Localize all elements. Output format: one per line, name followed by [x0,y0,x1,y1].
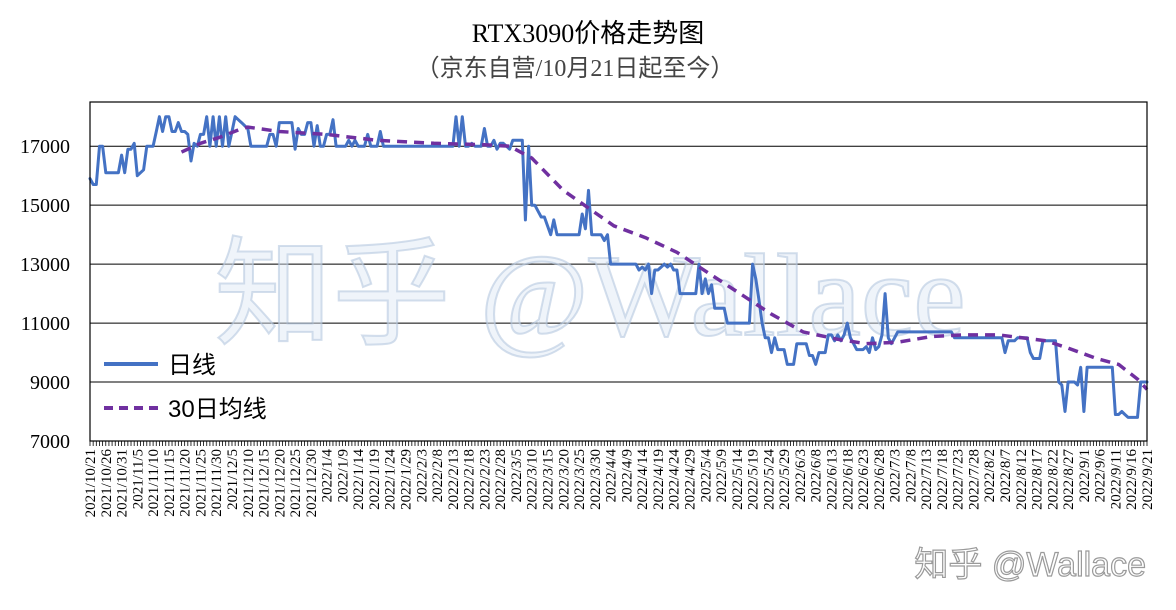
x-tick-label: 2022/3/5 [509,449,525,502]
y-tick-label: 9000 [30,372,70,394]
chart-subtitle: （京东自营/10月21日起至今） [416,55,735,82]
x-tick-label: 2022/9/16 [1124,449,1140,510]
x-tick-label: 2022/4/14 [635,449,651,510]
legend-label-daily: 日线 [168,352,216,379]
x-tick-label: 2022/5/19 [746,449,762,510]
x-tick-label: 2022/7/18 [935,449,951,510]
x-tick-label: 2022/2/8 [430,449,446,502]
x-tick-label: 2022/5/9 [714,449,730,502]
y-tick-label: 7000 [30,431,70,453]
x-tick-label: 2022/8/7 [998,449,1014,503]
x-tick-label: 2022/5/24 [761,449,777,510]
x-tick-label: 2022/4/4 [604,449,620,503]
x-tick-label: 2021/11/15 [162,449,178,517]
series-line-ma30 [180,125,1149,391]
x-tick-label: 2022/3/30 [588,449,604,510]
x-tick-label: 2022/7/8 [903,449,919,502]
x-tick-label: 2022/2/18 [462,449,478,510]
x-tick-label: 2021/12/25 [288,449,304,517]
x-tick-label: 2022/8/17 [1030,449,1046,510]
x-tick-label: 2022/4/29 [682,449,698,510]
x-tick-label: 2022/5/4 [698,449,714,503]
x-tick-label: 2021/11/10 [146,449,162,517]
x-tick-label: 2021/11/20 [178,449,194,517]
x-tick-label: 2022/3/10 [525,449,541,510]
x-tick-label: 2022/2/23 [477,449,493,510]
x-tick-label: 2021/10/21 [83,449,99,517]
x-tick-label: 2022/6/28 [872,449,888,510]
x-tick-label: 2022/4/19 [651,449,667,510]
x-tick-label: 2022/2/3 [414,449,430,502]
x-tick-label: 2021/12/15 [257,449,273,517]
x-tick-label: 2022/7/13 [919,449,935,510]
x-tick-label: 2022/7/23 [951,449,967,510]
x-tick-label: 2022/1/19 [367,449,383,510]
x-tick-label: 2021/12/30 [304,449,320,517]
x-tick-label: 2021/11/5 [130,449,146,509]
x-tick-label: 2022/6/23 [856,449,872,510]
legend: 日线 30日均线 [104,352,267,423]
x-tick-label: 2022/6/13 [824,449,840,510]
x-tick-label: 2022/3/15 [541,449,557,510]
x-tick-label: 2022/8/12 [1014,449,1030,510]
legend-label-ma30: 30日均线 [168,396,267,423]
x-tick-label: 2022/2/28 [493,449,509,510]
y-tick-label: 15000 [20,195,70,217]
series-layer [88,115,1149,419]
y-tick-label: 13000 [20,254,70,276]
x-tick-label: 2022/1/4 [320,449,336,503]
x-tick-label: 2021/10/31 [115,449,131,517]
x-tick-label: 2022/6/8 [809,449,825,502]
x-tick-label: 2022/5/29 [777,449,793,510]
x-tick-label: 2022/2/13 [446,449,462,510]
y-tick-label: 17000 [20,136,70,158]
x-tick-label: 2022/8/22 [1045,449,1061,510]
x-tick-label: 2022/3/25 [572,449,588,510]
x-tick-label: 2021/11/25 [193,449,209,517]
x-tick-label: 2021/12/10 [241,449,257,517]
x-tick-label: 2022/9/11 [1108,449,1124,509]
x-tick-label: 2022/4/24 [667,449,683,510]
x-axis-ticks: 2021/10/21 2021/10/26 2021/10/31 2021/11/5 2… [83,441,1156,517]
x-tick-label: 2022/7/28 [966,449,982,510]
x-tick-label: 2022/6/18 [840,449,856,510]
chart-title: RTX3090价格走势图 [472,19,704,48]
x-tick-label: 2022/9/21 [1140,449,1156,510]
x-tick-label: 2022/6/3 [793,449,809,502]
x-tick-label: 2021/12/20 [272,449,288,517]
x-tick-label: 2022/1/29 [399,449,415,510]
x-tick-label: 2022/9/6 [1093,449,1109,503]
x-tick-label: 2022/8/27 [1061,449,1077,510]
series-line-daily [88,115,1149,419]
x-tick-label: 2022/8/2 [982,449,998,502]
y-tick-label: 11000 [21,313,70,335]
corner-watermark: 知乎 @Wallace [914,546,1146,584]
x-tick-label: 2021/11/30 [209,449,225,517]
x-tick-label: 2022/7/3 [888,449,904,502]
x-tick-label: 2022/5/14 [730,449,746,510]
x-tick-label: 2022/9/1 [1077,449,1093,502]
x-tick-label: 2022/1/14 [351,449,367,510]
plot-border [89,101,1148,442]
x-tick-label: 2021/12/5 [225,449,241,510]
x-tick-label: 2022/4/9 [619,449,635,502]
x-tick-label: 2022/1/9 [335,449,351,502]
y-axis-ticks: 7000 9000 11000 13000 15000 17000 [20,136,70,453]
x-tick-label: 2022/1/24 [383,449,399,510]
x-tick-label: 2022/3/20 [556,449,572,510]
x-tick-label: 2021/10/26 [99,449,115,518]
